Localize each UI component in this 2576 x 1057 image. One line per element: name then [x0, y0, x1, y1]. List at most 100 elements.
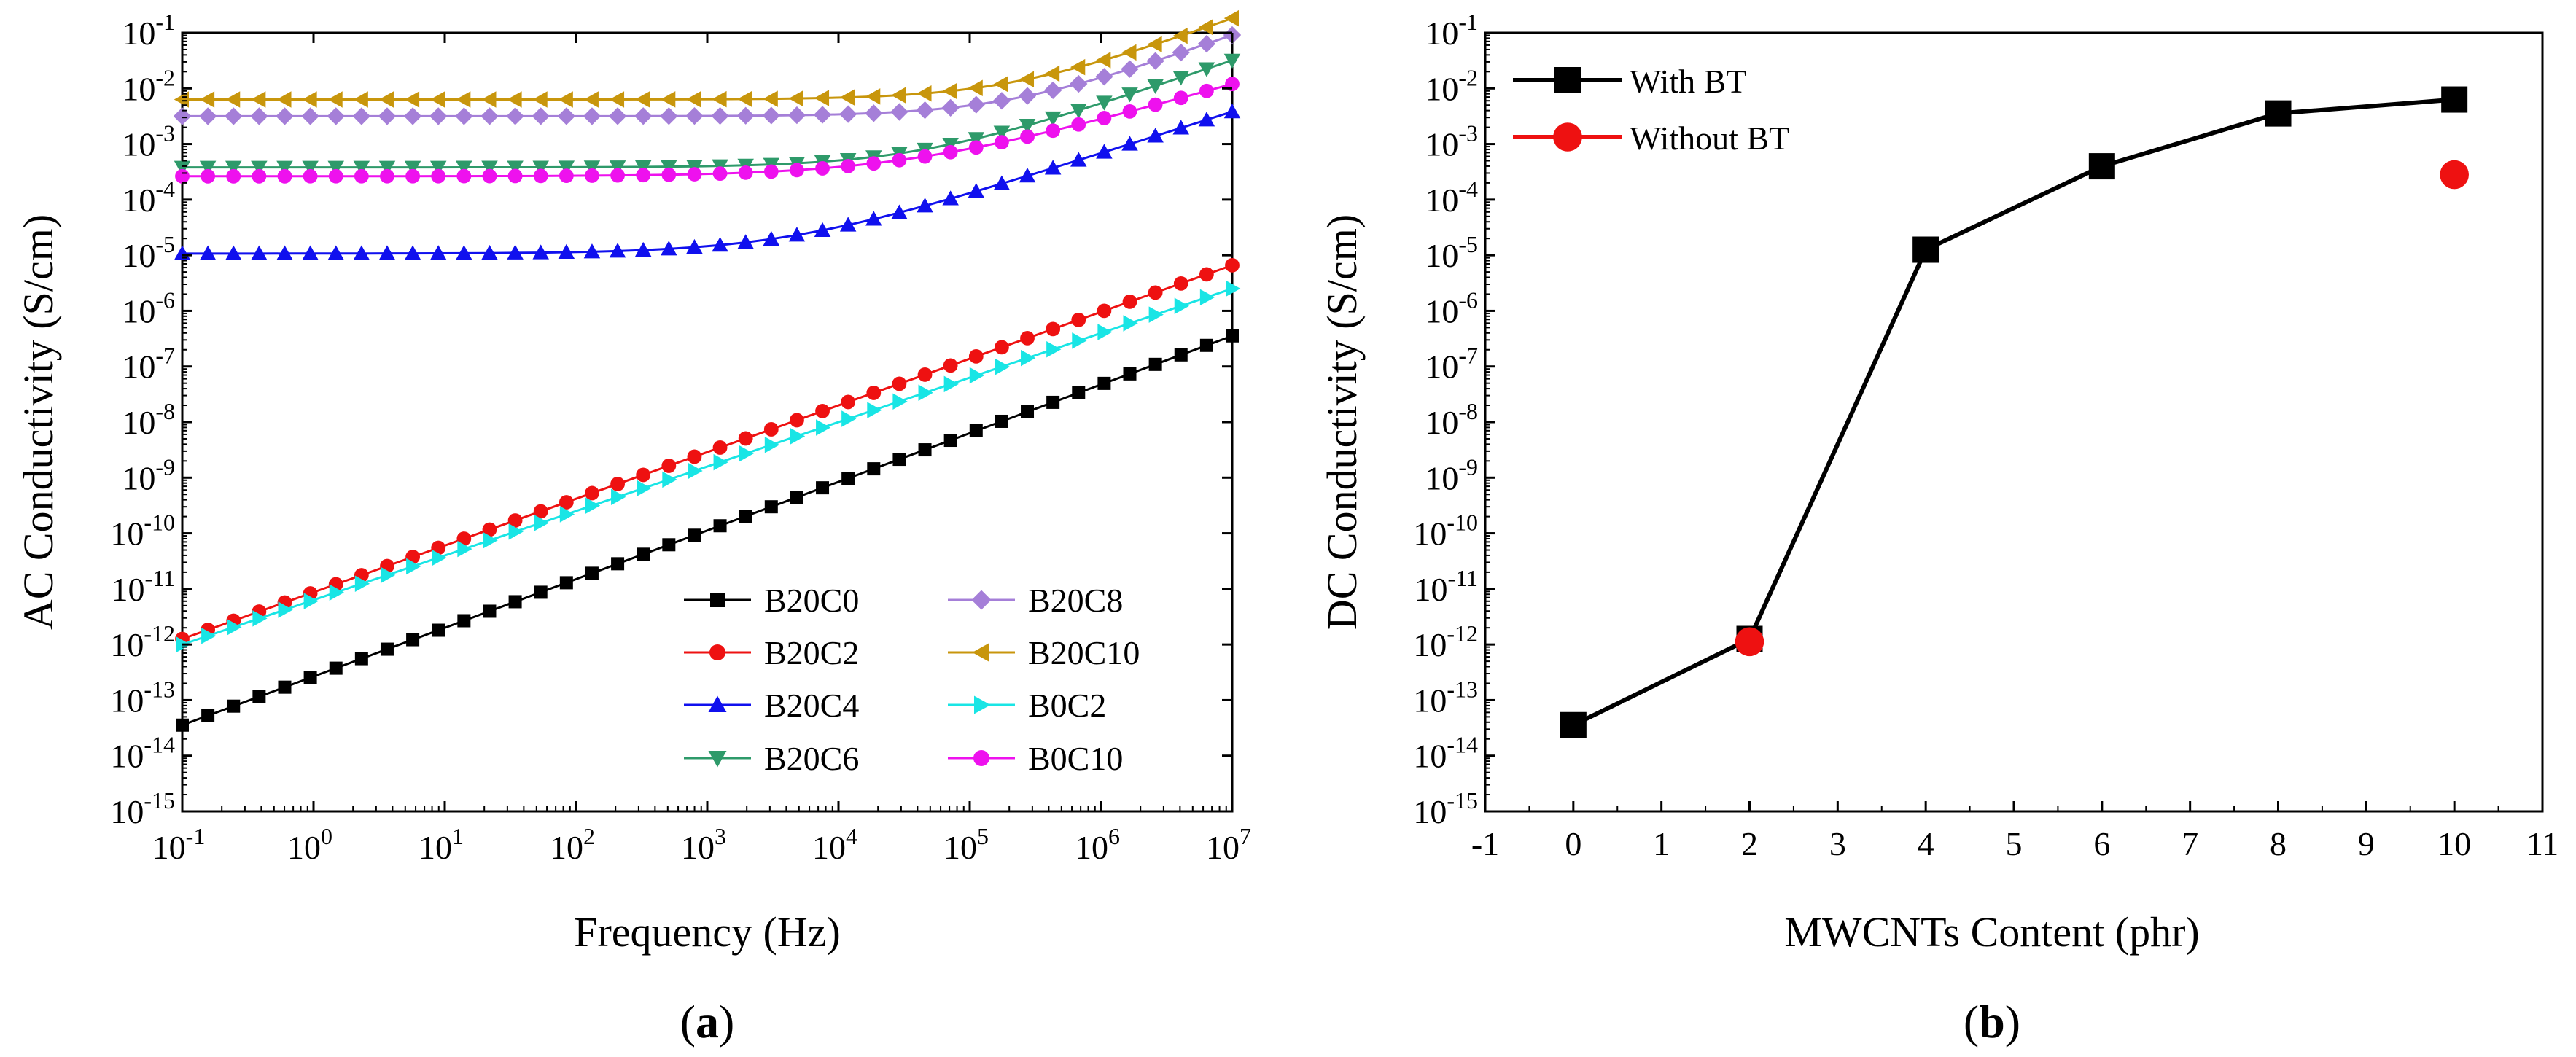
data-point-B20C8 — [839, 105, 857, 123]
data-point-B20C10 — [353, 91, 368, 108]
data-point-B20C8 — [480, 107, 499, 125]
data-point-B20C0 — [1226, 329, 1239, 343]
data-point-B20C10 — [327, 91, 343, 108]
data-point-B20C2 — [1046, 321, 1061, 337]
data-point-B0C2 — [1123, 315, 1138, 332]
data-point-B20C2 — [1199, 267, 1214, 282]
data-point-B20C2 — [507, 513, 523, 528]
data-point-B20C8 — [301, 107, 319, 125]
data-point-B20C8 — [557, 107, 575, 125]
data-point-B0C10 — [380, 168, 394, 184]
data-point-B20C6 — [1172, 71, 1190, 86]
data-point-With BT — [2265, 100, 2292, 127]
data-point-B20C0 — [1148, 357, 1162, 371]
data-point-B20C10 — [686, 90, 701, 108]
data-point-B20C6 — [251, 160, 268, 176]
data-point-B0C2 — [1226, 280, 1241, 297]
panel-b-y-axis-label: DC Conductivity (S/cm) — [1318, 214, 1366, 630]
x-tick-label: 104 — [812, 823, 857, 866]
data-point-B0C2 — [406, 558, 421, 575]
data-point-B20C4 — [558, 243, 575, 260]
data-point-B0C10 — [175, 168, 190, 184]
data-point-B0C10 — [1071, 117, 1086, 132]
y-tick-label: 10-3 — [1425, 120, 1478, 163]
data-point-B20C2 — [456, 531, 472, 546]
y-tick-label: 10-5 — [1425, 231, 1478, 274]
data-point-B20C8 — [532, 107, 550, 125]
series-line-With BT — [1572, 97, 2455, 728]
data-point-B20C8 — [225, 107, 243, 125]
data-point-B20C6 — [481, 160, 498, 176]
data-point-B20C6 — [558, 160, 575, 176]
data-point-B20C8 — [1197, 35, 1216, 53]
legend-label-With-BT: With BT — [1630, 63, 1746, 100]
legend-label-Without-BT: Without BT — [1630, 120, 1789, 157]
data-point-B20C10 — [865, 88, 881, 105]
series-Without BT — [1735, 160, 2469, 657]
x-tick-label: 101 — [419, 823, 464, 866]
data-point-B20C2 — [738, 431, 753, 446]
legend-item-B20C2: B20C2 — [684, 634, 859, 671]
data-point-B20C6 — [993, 125, 1011, 141]
data-point-B20C8 — [608, 107, 627, 125]
legend-item-B20C6: B20C6 — [684, 740, 859, 777]
data-point-B20C4 — [788, 227, 806, 242]
legend-marker-B20C4 — [708, 695, 727, 712]
series-B0C10 — [175, 77, 1240, 184]
data-point-B0C10 — [790, 163, 804, 178]
data-point-B0C2 — [508, 523, 524, 540]
data-point-B20C4 — [583, 243, 601, 259]
series-With BT — [1560, 86, 2468, 738]
data-point-B20C6 — [1147, 79, 1164, 94]
data-point-B20C8 — [250, 107, 268, 125]
x-tick-label: -1 — [1471, 825, 1499, 862]
panel-b-caption-open: ( — [1964, 996, 1979, 1048]
data-point-B20C8 — [198, 107, 217, 125]
panel-b-legend: With BT Without BT — [1513, 63, 1789, 157]
y-tick-label: 10-2 — [1425, 64, 1478, 107]
legend-item-B20C4: B20C4 — [684, 687, 859, 724]
data-point-B20C6 — [1198, 62, 1215, 77]
data-point-B20C8 — [787, 106, 806, 125]
data-point-B20C0 — [662, 538, 676, 552]
data-point-B0C10 — [277, 168, 292, 184]
y-tick-label: 10-15 — [1413, 787, 1478, 830]
data-point-B20C2 — [585, 485, 599, 501]
data-point-B0C10 — [507, 168, 523, 184]
data-point-B20C10 — [1070, 58, 1086, 76]
data-point-B20C2 — [687, 449, 702, 464]
data-point-B20C10 — [174, 91, 189, 108]
data-point-B20C10 — [942, 82, 957, 100]
data-point-B20C8 — [455, 107, 473, 125]
data-point-With BT — [2088, 153, 2115, 180]
legend-label-B20C2: B20C2 — [764, 634, 859, 671]
data-point-B0C2 — [457, 540, 472, 558]
data-point-B20C0 — [1199, 338, 1213, 352]
data-point-B20C6 — [429, 160, 447, 176]
data-point-B20C2 — [610, 477, 625, 491]
legend-label-B20C10: B20C10 — [1028, 634, 1140, 671]
data-point-B0C2 — [1072, 332, 1087, 349]
data-point-B0C10 — [559, 168, 574, 184]
y-tick-label: 10-11 — [1415, 565, 1478, 608]
data-point-B20C10 — [661, 91, 676, 108]
data-point-B20C4 — [661, 241, 677, 256]
data-point-B0C10 — [841, 158, 856, 173]
data-point-B20C8 — [1146, 52, 1164, 70]
data-point-B20C10 — [737, 90, 752, 108]
data-point-B20C0 — [483, 604, 497, 618]
data-point-B20C2 — [712, 440, 728, 455]
data-point-B0C2 — [483, 531, 498, 549]
data-point-B20C2 — [482, 522, 497, 537]
data-point-B20C2 — [790, 413, 804, 428]
legend-label-B20C0: B20C0 — [764, 582, 859, 619]
data-point-B20C2 — [1020, 331, 1035, 346]
data-point-B0C10 — [892, 152, 907, 168]
data-point-B20C10 — [225, 91, 241, 108]
panel-b-x-axis-label: MWCNTs Content (phr) — [1784, 908, 2199, 956]
data-point-B20C0 — [380, 642, 394, 656]
data-point-B20C10 — [763, 90, 778, 107]
data-point-B20C10 — [302, 91, 317, 108]
data-point-B20C0 — [841, 472, 855, 485]
data-point-B0C10 — [405, 168, 420, 184]
